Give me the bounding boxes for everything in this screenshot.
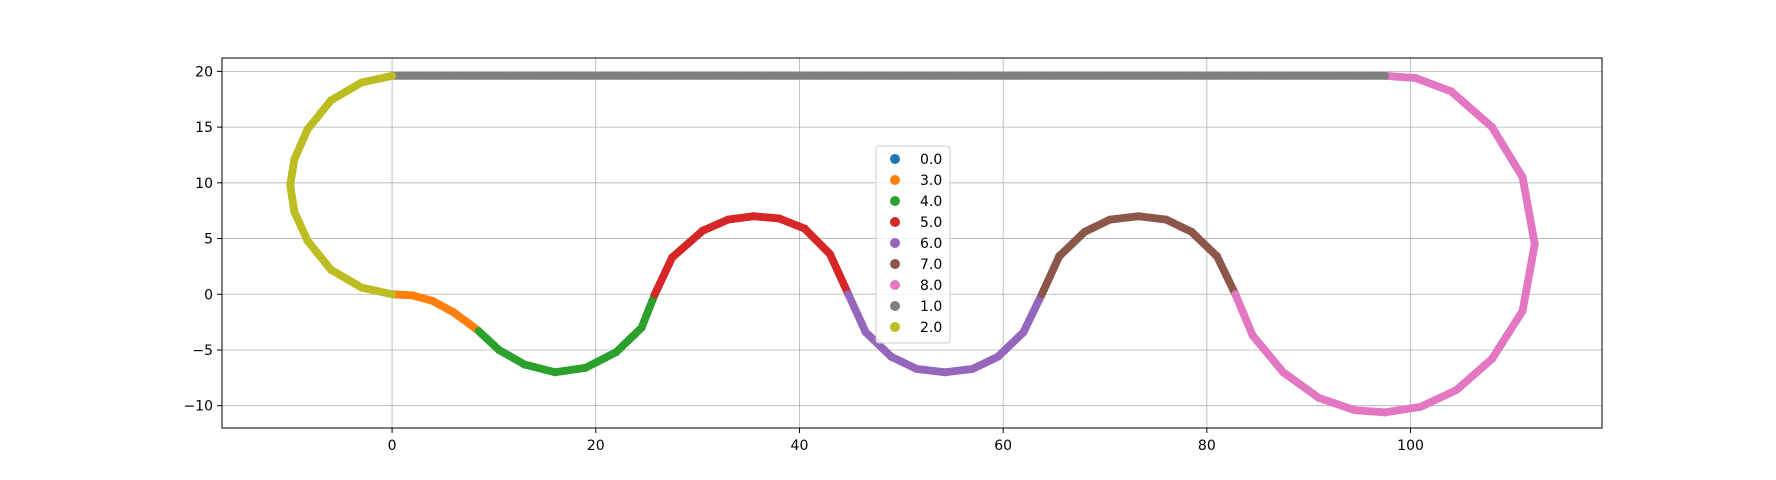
legend: 0.0 3.0 4.0 5.0 6.0 7.0 8.0 1.0 2.0 xyxy=(875,145,951,344)
x-tick-label: 100 xyxy=(1397,438,1424,454)
series-8.0 xyxy=(1231,71,1539,417)
x-tick-label: 40 xyxy=(791,438,809,454)
legend-marker xyxy=(890,259,900,269)
legend-box xyxy=(875,145,951,344)
legend-marker xyxy=(890,238,900,248)
y-tick-label: 5 xyxy=(204,232,213,248)
legend-marker xyxy=(890,217,900,227)
y-tick-label: 20 xyxy=(195,64,213,80)
series-3.0 xyxy=(388,290,483,336)
series-7.0 xyxy=(1037,212,1240,299)
x-tick-label: 80 xyxy=(1198,438,1216,454)
y-tick-label: 10 xyxy=(195,176,213,192)
x-tick-label: 60 xyxy=(994,438,1012,454)
data-marks xyxy=(286,71,1539,417)
legend-marker xyxy=(890,175,900,185)
y-tick-label: −5 xyxy=(192,343,213,359)
legend-label: 5.0 xyxy=(920,215,942,231)
series-5.0 xyxy=(650,212,853,299)
x-tick-label: 0 xyxy=(388,438,397,454)
legend-label: 0.0 xyxy=(920,152,942,168)
x-tick-label: 20 xyxy=(587,438,605,454)
data-point xyxy=(388,290,397,299)
legend-marker xyxy=(890,322,900,332)
y-tick-label: 0 xyxy=(204,287,213,303)
y-tick-label: −10 xyxy=(183,399,213,415)
legend-label: 2.0 xyxy=(920,320,942,336)
plot-frame xyxy=(221,57,1603,429)
series-4.0 xyxy=(474,290,659,377)
legend-label: 1.0 xyxy=(920,299,942,315)
axis-ticks: 0 20 40 60 80 100 −10 −5 0 5 10 15 20 xyxy=(183,64,1423,454)
legend-marker xyxy=(890,301,900,311)
legend-marker xyxy=(890,280,900,290)
legend-label: 4.0 xyxy=(920,194,942,210)
data-point xyxy=(1381,71,1390,80)
legend-marker xyxy=(890,154,900,164)
legend-label: 6.0 xyxy=(920,236,942,252)
legend-label: 8.0 xyxy=(920,278,942,294)
y-tick-label: 15 xyxy=(195,120,213,136)
legend-label: 3.0 xyxy=(920,173,942,189)
series-1.0 xyxy=(388,71,1390,80)
series-2.0 xyxy=(286,71,397,299)
legend-label: 7.0 xyxy=(920,257,942,273)
legend-marker xyxy=(890,196,900,206)
